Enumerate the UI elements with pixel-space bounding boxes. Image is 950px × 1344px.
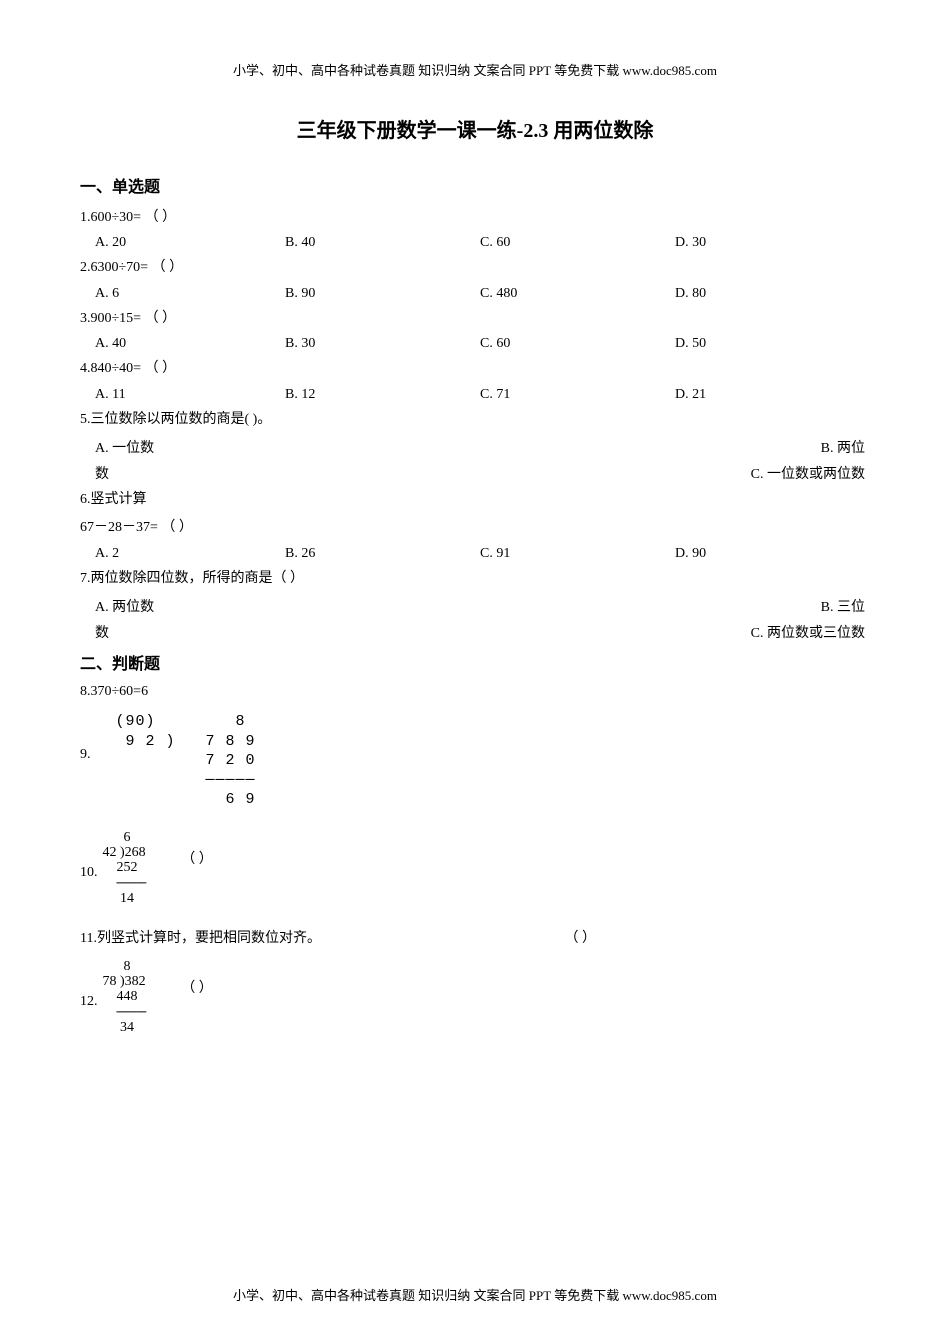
q6-opt-c: C. 91 — [480, 546, 675, 562]
q5-row1: A. 一位数 B. 两位 — [80, 437, 870, 457]
q2-options: A. 6 B. 90 C. 480 D. 80 — [80, 286, 870, 302]
q3-options: A. 40 B. 30 C. 60 D. 50 — [80, 336, 870, 352]
q1-opt-a: A. 20 — [95, 235, 285, 251]
q11: 11.列竖式计算时，要把相同数位对齐。 （ ） — [80, 927, 870, 947]
q6-stem-b: 67－28－37= （ ） — [80, 517, 870, 539]
q5-opt-b: B. 两位 — [821, 437, 870, 457]
q6-stem: 6.竖式计算 — [80, 489, 870, 511]
q10-wrap: 10. 6 42 )268 252 ─── 14 （ ） — [80, 830, 870, 907]
q1-opt-d: D. 30 — [675, 235, 870, 251]
document-title: 三年级下册数学一课一练-2.3 用两位数除 — [80, 114, 870, 143]
q7-opt-b: B. 三位 — [821, 596, 870, 616]
q9-num: 9. — [80, 747, 91, 763]
q9-division: (90) 8 9 2 ) 7 8 9 7 2 0 ───── 6 9 — [96, 712, 266, 810]
section-1-header: 一、单选题 — [80, 173, 870, 197]
q9-wrap: 9. (90) 8 9 2 ) 7 8 9 7 2 0 ───── 6 9 — [80, 712, 870, 810]
q1-stem: 1.600÷30= （ ） — [80, 207, 870, 229]
q6-options: A. 2 B. 26 C. 91 D. 90 — [80, 546, 870, 562]
q10-division: 6 42 )268 252 ─── 14 — [103, 830, 147, 907]
q6-opt-a: A. 2 — [95, 546, 285, 562]
q10-paren: （ ） — [181, 848, 213, 868]
q5-opt-c: C. 一位数或两位数 — [751, 463, 870, 483]
q3-stem: 3.900÷15= （ ） — [80, 308, 870, 330]
q1-opt-c: C. 60 — [480, 235, 675, 251]
q5-opt-a: A. 一位数 — [80, 437, 821, 457]
q8: 8.370÷60=6 — [80, 684, 870, 700]
q4-stem: 4.840÷40= （ ） — [80, 358, 870, 380]
q6-opt-b: B. 26 — [285, 546, 480, 562]
q3-opt-d: D. 50 — [675, 336, 870, 352]
q2-opt-b: B. 90 — [285, 286, 480, 302]
q7-stem: 7.两位数除四位数，所得的商是（ ） — [80, 568, 870, 590]
page-header: 小学、初中、高中各种试卷真题 知识归纳 文案合同 PPT 等免费下载 www.d… — [80, 60, 870, 79]
q5-opt-a2: 数 — [80, 463, 751, 483]
q7-opt-c: C. 两位数或三位数 — [751, 622, 870, 642]
q4-opt-c: C. 71 — [480, 387, 675, 403]
q12-paren: （ ） — [181, 977, 213, 997]
q4-options: A. 11 B. 12 C. 71 D. 21 — [80, 387, 870, 403]
q6-opt-d: D. 90 — [675, 546, 870, 562]
q12-division: 8 78 )382 448 ─── 34 — [103, 959, 147, 1036]
q4-opt-d: D. 21 — [675, 387, 870, 403]
q10-num: 10. — [80, 865, 98, 881]
q7-row1: A. 两位数 B. 三位 — [80, 596, 870, 616]
q2-opt-d: D. 80 — [675, 286, 870, 302]
q3-opt-a: A. 40 — [95, 336, 285, 352]
section-2-header: 二、判断题 — [80, 650, 870, 674]
q3-opt-c: C. 60 — [480, 336, 675, 352]
q5-stem: 5.三位数除以两位数的商是( )。 — [80, 409, 870, 431]
q11-text: 11.列竖式计算时，要把相同数位对齐。 — [80, 931, 321, 946]
q2-stem: 2.6300÷70= （ ） — [80, 257, 870, 279]
q7-row2: 数 C. 两位数或三位数 — [80, 622, 870, 642]
q2-opt-a: A. 6 — [95, 286, 285, 302]
q5-row2: 数 C. 一位数或两位数 — [80, 463, 870, 483]
q2-opt-c: C. 480 — [480, 286, 675, 302]
q12-wrap: 12. 8 78 )382 448 ─── 34 （ ） — [80, 959, 870, 1036]
q1-options: A. 20 B. 40 C. 60 D. 30 — [80, 235, 870, 251]
q7-opt-a: A. 两位数 — [80, 596, 821, 616]
q1-opt-b: B. 40 — [285, 235, 480, 251]
q3-opt-b: B. 30 — [285, 336, 480, 352]
q11-paren: （ ） — [564, 927, 596, 947]
page-footer: 小学、初中、高中各种试卷真题 知识归纳 文案合同 PPT 等免费下载 www.d… — [0, 1285, 950, 1304]
q4-opt-a: A. 11 — [95, 387, 285, 403]
q7-opt-a2: 数 — [80, 622, 751, 642]
q4-opt-b: B. 12 — [285, 387, 480, 403]
q12-num: 12. — [80, 994, 98, 1010]
